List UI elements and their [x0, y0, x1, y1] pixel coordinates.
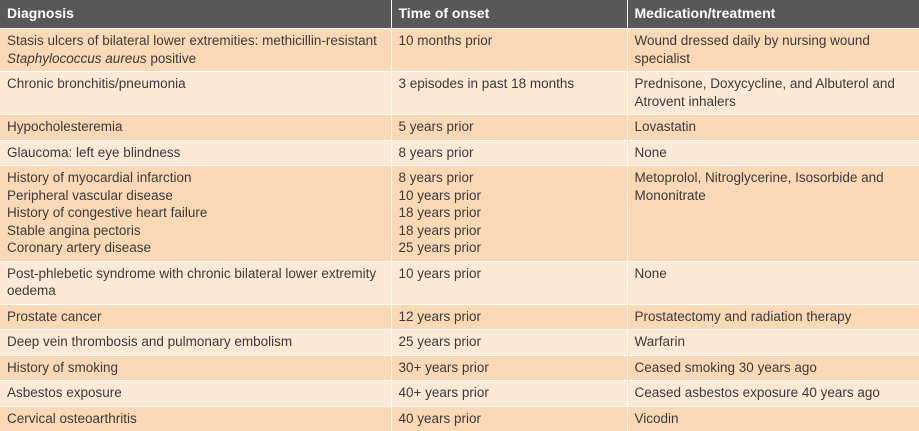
table-row: Prostate cancer 12 years prior Prostatecto… [0, 304, 919, 330]
diagnosis-cell: History of smoking [0, 355, 391, 381]
diagnosis-text-suffix: positive [147, 51, 197, 66]
treatment-cell: Metoprolol, Nitroglycerine, Isosorbide a… [627, 166, 919, 262]
table-row: Post-phlebetic syndrome with chronic bil… [0, 261, 919, 304]
onset-line: 10 years prior [399, 187, 621, 205]
diagnosis-line: Cervical osteoarthritis [7, 410, 385, 428]
onset-line: 5 years prior [399, 118, 621, 136]
onset-cell: 10 months prior [391, 29, 627, 72]
column-header-diagnosis: Diagnosis [0, 0, 391, 29]
onset-line: 18 years prior [399, 222, 621, 240]
diagnosis-line: History of smoking [7, 359, 385, 377]
treatment-cell: None [627, 140, 919, 166]
onset-line: 3 episodes in past 18 months [399, 75, 621, 93]
onset-cell: 8 years prior [391, 140, 627, 166]
diagnosis-line: Asbestos exposure [7, 384, 385, 402]
onset-line: 40 years prior [399, 410, 621, 428]
onset-cell: 25 years prior [391, 330, 627, 356]
onset-line: 8 years prior [399, 169, 621, 187]
diagnosis-line: Post-phlebetic syndrome with chronic bil… [7, 265, 385, 300]
diagnosis-cell: Deep vein thrombosis and pulmonary embol… [0, 330, 391, 356]
onset-line: 10 years prior [399, 265, 621, 283]
column-header-time-of-onset: Time of onset [391, 0, 627, 29]
table-row: Deep vein thrombosis and pulmonary embol… [0, 330, 919, 356]
diagnosis-cell: Hypocholesteremia [0, 115, 391, 141]
onset-cell: 3 episodes in past 18 months [391, 72, 627, 115]
treatment-cell: Warfarin [627, 330, 919, 356]
onset-line: 8 years prior [399, 144, 621, 162]
onset-cell: 12 years prior [391, 304, 627, 330]
table-header: Diagnosis Time of onset Medication/treat… [0, 0, 919, 29]
onset-line: 25 years prior [399, 239, 621, 257]
diagnosis-cell: Stasis ulcers of bilateral lower extremi… [0, 29, 391, 72]
diagnosis-line: Coronary artery disease [7, 239, 385, 257]
onset-cell: 30+ years prior [391, 355, 627, 381]
table-row: Asbestos exposure 40+ years prior Ceased a… [0, 381, 919, 407]
diagnosis-line: Hypocholesteremia [7, 118, 385, 136]
onset-cell: 5 years prior [391, 115, 627, 141]
onset-line: 30+ years prior [399, 359, 621, 377]
treatment-cell: None [627, 261, 919, 304]
diagnosis-text: Stasis ulcers of bilateral lower extremi… [7, 33, 377, 48]
onset-cell: 40+ years prior [391, 381, 627, 407]
onset-cell: 10 years prior [391, 261, 627, 304]
table-row: Hypocholesteremia 5 years prior Lovastatin [0, 115, 919, 141]
diagnosis-line: Peripheral vascular disease [7, 187, 385, 205]
onset-cell: 40 years prior [391, 406, 627, 431]
treatment-cell: Prednisone, Doxycycline, and Albuterol a… [627, 72, 919, 115]
diagnosis-line: Chronic bronchitis/pneumonia [7, 75, 385, 93]
diagnosis-cell: Chronic bronchitis/pneumonia [0, 72, 391, 115]
diagnosis-line: Deep vein thrombosis and pulmonary embol… [7, 333, 385, 351]
diagnosis-line: History of congestive heart failure [7, 204, 385, 222]
treatment-cell: Lovastatin [627, 115, 919, 141]
treatment-cell: Wound dressed daily by nursing wound spe… [627, 29, 919, 72]
header-row: Diagnosis Time of onset Medication/treat… [0, 0, 919, 29]
diagnosis-line: Glaucoma: left eye blindness [7, 144, 385, 162]
table-row: Chronic bronchitis/pneumonia 3 episodes i… [0, 72, 919, 115]
diagnosis-line: History of myocardial infarction [7, 169, 385, 187]
table-row: History of smoking 30+ years prior Ceased … [0, 355, 919, 381]
diagnosis-cell: Asbestos exposure [0, 381, 391, 407]
diagnosis-cell: Post-phlebetic syndrome with chronic bil… [0, 261, 391, 304]
treatment-cell: Ceased asbestos exposure 40 years ago [627, 381, 919, 407]
table-row: Cervical osteoarthritis 40 years prior Vic… [0, 406, 919, 431]
onset-line: 40+ years prior [399, 384, 621, 402]
diagnosis-line: Stable angina pectoris [7, 222, 385, 240]
table-row: Stasis ulcers of bilateral lower extremi… [0, 29, 919, 72]
diagnosis-cell: Prostate cancer [0, 304, 391, 330]
table-row: Glaucoma: left eye blindness 8 years prio… [0, 140, 919, 166]
diagnosis-cell: Cervical osteoarthritis [0, 406, 391, 431]
treatment-cell: Vicodin [627, 406, 919, 431]
diagnosis-line: Prostate cancer [7, 308, 385, 326]
organism-name: Staphylococcus aureus [7, 51, 147, 66]
onset-line: 12 years prior [399, 308, 621, 326]
treatment-cell: Ceased smoking 30 years ago [627, 355, 919, 381]
column-header-medication-treatment: Medication/treatment [627, 0, 919, 29]
onset-line: 25 years prior [399, 333, 621, 351]
diagnosis-cell: Glaucoma: left eye blindness [0, 140, 391, 166]
table-body: Stasis ulcers of bilateral lower extremi… [0, 29, 919, 431]
onset-line: 18 years prior [399, 204, 621, 222]
treatment-cell: Prostatectomy and radiation therapy [627, 304, 919, 330]
